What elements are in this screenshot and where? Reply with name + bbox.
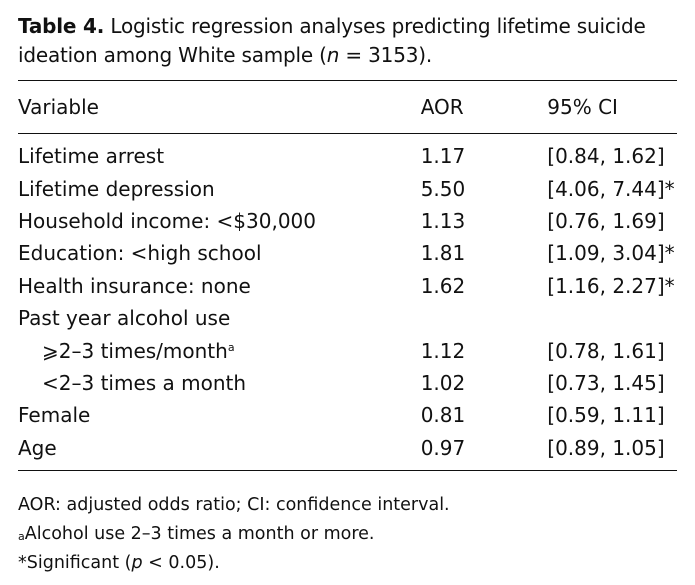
row-ci: [0.78, 1.61] xyxy=(547,334,677,366)
table-notes: AOR: adjusted odds ratio; CI: confidence… xyxy=(18,491,677,578)
table-row: Household income: <$30,000 1.13 [0.76, 1… xyxy=(18,205,677,237)
table-row: <2–3 times a month 1.02 [0.73, 1.45] xyxy=(18,367,677,399)
row-variable: Health insurance: none xyxy=(18,273,251,298)
significance-mark: * xyxy=(664,273,675,298)
header-aor: AOR xyxy=(420,95,464,119)
row-variable: Female xyxy=(18,403,91,428)
row-ci: [0.89, 1.05] xyxy=(547,432,677,471)
header-variable: Variable xyxy=(18,95,99,119)
significance-text: *Significant ( xyxy=(18,552,132,573)
table-label: Table 4. xyxy=(18,14,105,38)
p-symbol: p xyxy=(131,552,143,573)
ci-value: [0.59, 1.11] xyxy=(547,403,665,428)
row-aor: 1.17 xyxy=(420,144,466,169)
row-aor: 5.50 xyxy=(420,176,466,201)
table-header-row: Variable AOR 95% CI xyxy=(18,81,677,134)
row-variable: <2–3 times a month xyxy=(42,370,247,395)
abbreviation-note: AOR: adjusted odds ratio; CI: confidence… xyxy=(18,494,450,515)
caption-text: Logistic regression analyses predicting … xyxy=(18,14,646,67)
row-ci: [1.09, 3.04]* xyxy=(547,237,677,269)
header-ci: 95% CI xyxy=(547,95,618,119)
row-aor: 1.12 xyxy=(420,338,466,363)
variable-label: ⩾2–3 times/month xyxy=(42,338,228,363)
ci-value: [0.76, 1.69] xyxy=(547,208,665,233)
caption-n-symbol: n xyxy=(326,43,340,67)
table-row: ⩾2–3 times/montha 1.12 [0.78, 1.61] xyxy=(18,334,677,366)
row-aor: 1.13 xyxy=(420,208,466,233)
row-variable: Lifetime arrest xyxy=(18,144,165,169)
table-row: Age 0.97 [0.89, 1.05] xyxy=(18,432,677,471)
row-aor: 0.81 xyxy=(420,403,466,428)
table-row: Female 0.81 [0.59, 1.11] xyxy=(18,399,677,431)
ci-value: [0.84, 1.62] xyxy=(547,144,665,169)
significance-note: *Significant (p < 0.05). xyxy=(18,549,677,578)
ci-value: [1.09, 3.04] xyxy=(547,241,665,266)
row-ci xyxy=(547,302,677,334)
table-row: Lifetime arrest 1.17 [0.84, 1.62] xyxy=(18,134,677,173)
ci-value: [1.16, 2.27] xyxy=(547,273,665,298)
ci-value: [0.78, 1.61] xyxy=(547,338,665,363)
row-aor xyxy=(421,302,548,334)
row-ci: [0.59, 1.11] xyxy=(547,399,677,431)
row-variable: Education: <high school xyxy=(18,241,262,266)
regression-table: Variable AOR 95% CI Lifetime arrest 1.17… xyxy=(18,80,677,471)
row-ci: [0.84, 1.62] xyxy=(547,134,677,173)
table-row-group-header: Past year alcohol use xyxy=(18,302,677,334)
table-caption: Table 4. Logistic regression analyses pr… xyxy=(18,12,677,70)
row-variable: Lifetime depression xyxy=(18,176,215,201)
significance-mark: * xyxy=(664,176,675,201)
caption-n-value: = 3153). xyxy=(339,43,432,67)
row-variable: Age xyxy=(18,435,57,460)
significance-mark: * xyxy=(664,241,675,266)
footnote-a: aAlcohol use 2–3 times a month or more. xyxy=(18,520,677,549)
ci-value: [0.73, 1.45] xyxy=(547,370,665,395)
ci-value: [4.06, 7.44] xyxy=(547,176,665,201)
row-aor: 0.97 xyxy=(420,435,466,460)
row-ci: [0.73, 1.45] xyxy=(547,367,677,399)
ci-value: [0.89, 1.05] xyxy=(547,435,665,460)
row-aor: 1.62 xyxy=(420,273,466,298)
row-variable: ⩾2–3 times/montha xyxy=(18,334,421,366)
row-ci: [1.16, 2.27]* xyxy=(547,270,677,302)
row-variable: Household income: <$30,000 xyxy=(18,208,317,233)
significance-threshold: < 0.05). xyxy=(142,552,220,573)
row-aor: 1.81 xyxy=(420,241,466,266)
row-ci: [4.06, 7.44]* xyxy=(547,172,677,204)
table-row: Health insurance: none 1.62 [1.16, 2.27]… xyxy=(18,270,677,302)
row-ci: [0.76, 1.69] xyxy=(547,205,677,237)
row-variable: Past year alcohol use xyxy=(18,306,231,331)
row-aor: 1.02 xyxy=(420,370,466,395)
table-row: Education: <high school 1.81 [1.09, 3.04… xyxy=(18,237,677,269)
footnote-a-marker: a xyxy=(18,529,25,543)
footnote-a-text: Alcohol use 2–3 times a month or more. xyxy=(24,523,375,544)
footnote-marker: a xyxy=(227,340,235,354)
table-row: Lifetime depression 5.50 [4.06, 7.44]* xyxy=(18,172,677,204)
